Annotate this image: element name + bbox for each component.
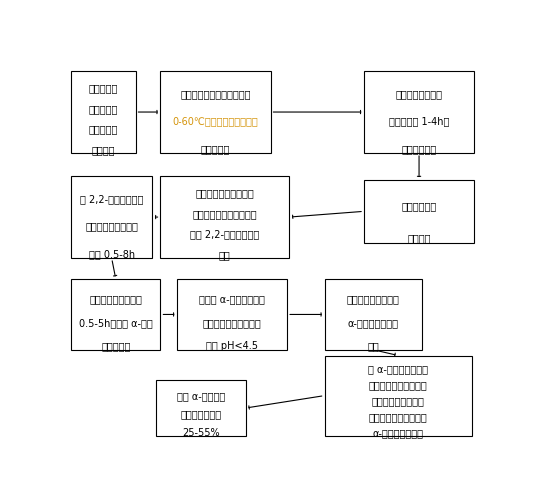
Text: 甲酯: 甲酯	[219, 250, 230, 260]
Text: 在控制的反应温度: 在控制的反应温度	[396, 89, 443, 99]
Text: 用水洗涤反应: 用水洗涤反应	[401, 201, 437, 212]
Text: 子和阳离子交换树脂: 子和阳离子交换树脂	[372, 396, 425, 406]
Text: 下搅拌反应 1-4h，: 下搅拌反应 1-4h，	[389, 117, 449, 126]
Text: 搅拌下加入水和无机酸: 搅拌下加入水和无机酸	[203, 318, 262, 328]
FancyBboxPatch shape	[71, 176, 152, 258]
Text: 过滤出 α-酮戊二酸盐，: 过滤出 α-酮戊二酸盐，	[199, 294, 265, 304]
Text: 水溶液的浓度到: 水溶液的浓度到	[181, 410, 221, 420]
Text: 二酸盐沉淀: 二酸盐沉淀	[101, 341, 130, 351]
FancyBboxPatch shape	[325, 356, 472, 435]
Text: 25-55%: 25-55%	[182, 428, 220, 438]
Text: 0-60℃将甲酸钠溶液慢慢加: 0-60℃将甲酸钠溶液慢慢加	[173, 117, 258, 126]
Text: 将 α-酮戊二酸水溶液: 将 α-酮戊二酸水溶液	[368, 364, 428, 374]
Text: 调整 α-酮戊二酸: 调整 α-酮戊二酸	[177, 391, 225, 401]
FancyBboxPatch shape	[160, 176, 289, 258]
Text: 将 2,2-二氯戊二酸二: 将 2,2-二氯戊二酸二	[80, 194, 143, 204]
Text: 0.5-5h，析出 α-酮戊: 0.5-5h，析出 α-酮戊	[79, 318, 153, 328]
Text: 过滤除去无机盐得到: 过滤除去无机盐得到	[347, 294, 400, 304]
Text: 烯酸甲酯: 烯酸甲酯	[92, 145, 115, 155]
Text: 加入无机盐搅拌反应: 加入无机盐搅拌反应	[90, 294, 142, 304]
Text: 产物两次: 产物两次	[407, 233, 431, 243]
FancyBboxPatch shape	[160, 71, 271, 153]
FancyBboxPatch shape	[325, 279, 422, 350]
FancyBboxPatch shape	[177, 279, 287, 350]
Text: 甲酯与碱溶液混合，: 甲酯与碱溶液混合，	[85, 222, 138, 232]
Text: 开启搅拌，控制反应温度在: 开启搅拌，控制反应温度在	[180, 89, 251, 99]
FancyBboxPatch shape	[71, 71, 136, 153]
Text: 除去杂质，得到精制的: 除去杂质，得到精制的	[369, 412, 428, 422]
Text: 生成反应产物: 生成反应产物	[401, 144, 437, 154]
Text: 加入二氯乙: 加入二氯乙	[88, 104, 118, 114]
Text: α-酮戊二酸水溶液: α-酮戊二酸水溶液	[348, 318, 399, 328]
Text: 得到 2,2-二氯戊二酸二: 得到 2,2-二氯戊二酸二	[190, 230, 259, 240]
Text: 酸甲酯和丙: 酸甲酯和丙	[88, 124, 118, 134]
Text: α-酮戊二酸水溶液: α-酮戊二酸水溶液	[373, 429, 424, 438]
FancyBboxPatch shape	[71, 279, 160, 350]
Text: 分离出反应产物中的有: 分离出反应产物中的有	[196, 188, 254, 198]
Text: 入反应器中: 入反应器中	[201, 144, 230, 154]
Text: 反应 0.5-8h: 反应 0.5-8h	[88, 249, 135, 259]
FancyBboxPatch shape	[157, 380, 245, 435]
Text: 粗品: 粗品	[368, 341, 379, 351]
Text: 机层，将有机层减压蒸馏: 机层，将有机层减压蒸馏	[192, 209, 257, 219]
Text: 粗品经过阳离子、阴离: 粗品经过阳离子、阴离	[369, 380, 428, 390]
FancyBboxPatch shape	[364, 71, 474, 153]
Text: 在反应器中: 在反应器中	[88, 83, 118, 93]
Text: 调节 pH<4.5: 调节 pH<4.5	[206, 341, 258, 351]
FancyBboxPatch shape	[364, 180, 474, 243]
